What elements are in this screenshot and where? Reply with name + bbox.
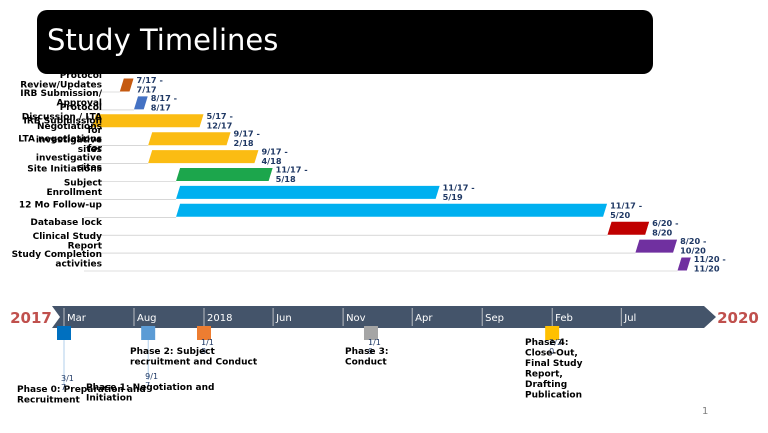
gantt-bar-date-label: 9/17 -2/18	[234, 129, 260, 149]
task-label: LTA negotiations for investigative sites	[18, 135, 102, 174]
milestone-date-label: 1/1 9	[368, 338, 381, 356]
start-year-label: 2017	[10, 309, 52, 327]
gantt-bar	[176, 203, 608, 217]
axis-tick-label: Apr	[415, 313, 433, 324]
gantt-bar	[134, 96, 148, 110]
axis-tick-label: Jul	[623, 313, 636, 324]
milestone-marker	[363, 326, 378, 340]
axis-tick-label: Sep	[485, 313, 504, 324]
task-label: Database lock	[30, 218, 103, 228]
milestone-date-label: 3/1 7	[61, 374, 74, 392]
gantt-bar-date-label: 8/20 -10/20	[680, 236, 706, 256]
milestone-date-label: 2/2 0	[549, 338, 562, 356]
task-label: Protocol Review/Updates	[20, 71, 102, 91]
axis-tick-label: Jun	[275, 313, 292, 324]
gantt-bar-date-label: 8/17 -8/17	[151, 93, 177, 113]
axis-tick-label: Feb	[555, 313, 573, 324]
gantt-bar	[91, 114, 204, 128]
gantt-bar	[176, 168, 273, 181]
milestone-marker	[141, 326, 156, 340]
milestone-label: Phase 3: Conduct	[345, 347, 389, 368]
milestone-marker	[57, 326, 71, 340]
gantt-bar	[176, 185, 440, 199]
gantt-bar-date-label: 9/17 -4/18	[261, 147, 287, 167]
gantt-bar-date-label: 7/17 -7/17	[137, 75, 163, 95]
gantt-bar	[148, 150, 259, 164]
milestone-date-label: 9/1 7	[145, 372, 158, 390]
task-label: Site Initiations	[27, 165, 102, 175]
milestone-label: Phase 4: Close-Out, Final Study Report, Draf…	[525, 338, 583, 401]
gantt-bar-date-label: 11/17 -5/20	[610, 200, 642, 220]
page-number: 1	[702, 406, 709, 417]
milestone-label: Phase 1: Negotiation and Initiation	[86, 383, 214, 404]
axis-tick-label: 2018	[207, 313, 232, 324]
milestone-label: Phase 2: Subject recruitment and Conduct	[130, 347, 258, 368]
milestone-date-label: 1/1 8	[201, 338, 214, 356]
task-label: Study Completion activities	[12, 250, 102, 270]
task-label: 12 Mo Follow-up	[19, 200, 103, 210]
task-label: Clinical Study Report	[33, 232, 103, 252]
gantt-bar-date-label: 11/17 -5/19	[443, 182, 475, 202]
timeline-band	[52, 306, 716, 328]
gantt-bar	[635, 239, 678, 253]
gantt-bar	[607, 221, 650, 235]
title-banner: Study Timelines	[37, 10, 653, 74]
gantt-bar-date-label: 11/20 -11/20	[694, 254, 726, 274]
task-label: IRB Submission for investigative sites	[24, 117, 103, 156]
task-label: Subject Enrollment	[46, 178, 102, 198]
end-year-label: 2020	[717, 309, 759, 327]
axis-tick-label: Mar	[67, 313, 87, 324]
axis-tick-label: Nov	[346, 313, 366, 324]
gantt-bar	[677, 257, 691, 271]
axis-tick-label: Aug	[137, 313, 157, 324]
task-label: IRB Submission/Approval	[20, 89, 102, 109]
milestone-label: Phase 0: Preparation and Recruitment	[17, 385, 146, 406]
page-title: Study Timelines	[47, 23, 279, 57]
milestone-marker	[197, 326, 211, 340]
milestone-marker	[545, 326, 560, 340]
gantt-bar	[119, 78, 134, 92]
gantt-bar-date-label: 11/17 -5/18	[276, 165, 308, 185]
task-label: Protocol Discussion / LTA Negotiations	[22, 103, 102, 132]
gantt-bar-date-label: 5/17 -12/17	[207, 111, 233, 131]
gantt-bar-date-label: 6/20 -8/20	[652, 218, 678, 238]
gantt-bar	[148, 132, 231, 146]
